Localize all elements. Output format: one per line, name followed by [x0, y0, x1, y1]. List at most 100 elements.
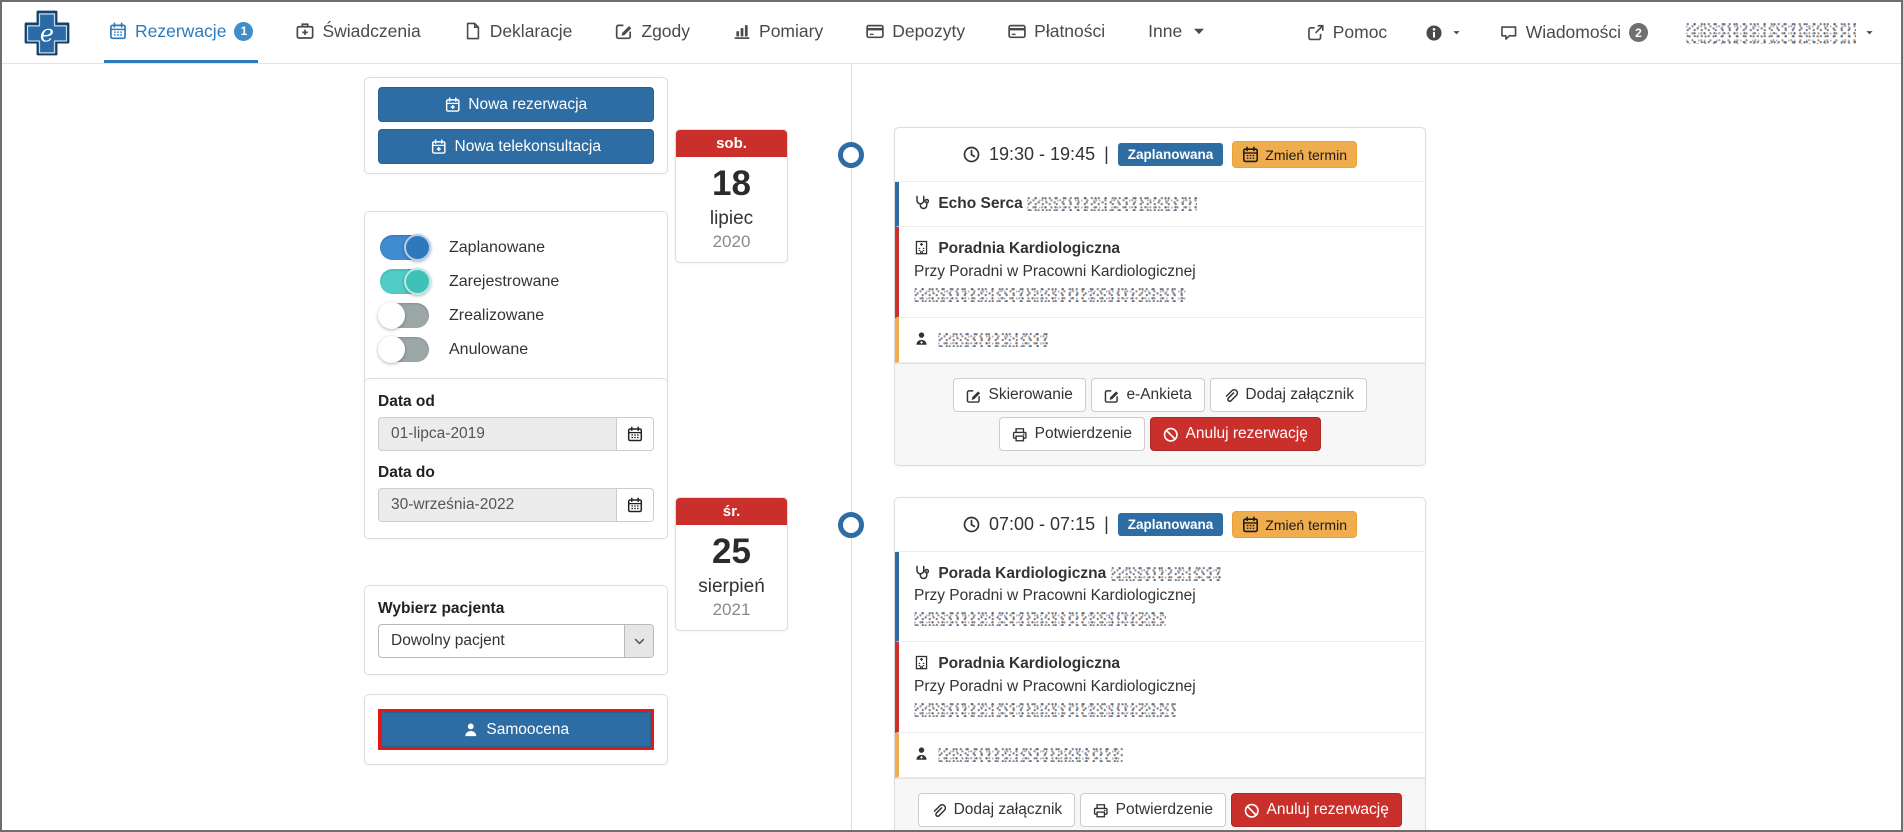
date-badge-weekday: sob. [676, 130, 787, 157]
tab-zgody[interactable]: Zgody [610, 2, 695, 63]
date-badge-year: 2020 [712, 231, 751, 251]
tab-deklaracje[interactable]: Deklaracje [459, 2, 578, 63]
tab-label: Deklaracje [489, 20, 573, 41]
timeline-marker [838, 142, 864, 168]
redacted-text [914, 611, 1166, 627]
date-from-label: Data od [378, 393, 435, 410]
clinic-row: Poradnia Kardiologiczna Przy Poradni w P… [895, 227, 1425, 318]
change-date-button[interactable]: Zmień termin [1232, 141, 1357, 168]
messages-label: Wiadomości [1525, 22, 1621, 42]
patient-select-label: Wybierz pacjenta [378, 600, 505, 617]
appointment-actions: Skierowanie e-Ankieta Dodaj załącznik Po… [895, 363, 1425, 466]
messages-link[interactable]: Wiadomości 2 [1500, 22, 1648, 43]
tab-label: Świadczenia [322, 20, 421, 41]
clinic-title: Poradnia Kardiologiczna [938, 240, 1121, 258]
tab-platnosci[interactable]: Płatności [1003, 2, 1110, 63]
appointment-time: 07:00 - 07:15 [989, 514, 1096, 534]
change-date-button[interactable]: Zmień termin [1232, 511, 1357, 538]
edit-icon [1104, 388, 1120, 404]
toggle-anulowane[interactable] [378, 336, 429, 363]
confirmation-button[interactable]: Potwierdzenie [1080, 793, 1227, 828]
new-reservation-label: Nowa rezerwacja [468, 95, 588, 113]
clinic-row: Poradnia Kardiologiczna Przy Poradni w P… [895, 642, 1425, 733]
stethoscope-icon [914, 565, 929, 580]
credit-card-icon [1008, 22, 1026, 40]
toggle-label: Anulowane [449, 340, 529, 358]
self-assessment-button[interactable]: Samoocena [381, 712, 651, 747]
change-date-label: Zmień termin [1265, 516, 1347, 533]
service-row: Echo Serca [895, 182, 1425, 228]
cancel-reservation-button[interactable]: Anuluj rezerwację [1231, 793, 1402, 828]
clinic-address: Przy Poradni w Pracowni Kardiologicznej [914, 677, 1196, 695]
tab-label: Inne [1148, 20, 1183, 41]
caret-down-icon [1864, 27, 1875, 38]
redacted-text [914, 286, 1186, 302]
date-to-input[interactable]: 30-września-2022 [378, 488, 616, 522]
date-badge-day: 18 [712, 164, 751, 203]
calendar-icon [627, 497, 643, 513]
filter-anulowane: Anulowane [378, 336, 652, 363]
edit-icon [966, 388, 982, 404]
file-icon [464, 22, 482, 40]
patient-select[interactable]: Dowolny pacjent [378, 624, 654, 658]
add-attachment-button[interactable]: Dodaj załącznik [918, 793, 1076, 828]
service-address: Przy Poradni w Pracowni Kardiologicznej [914, 587, 1196, 605]
appointment-card: 07:00 - 07:15 | Zaplanowana Zmień termin… [894, 497, 1426, 830]
user-menu[interactable] [1686, 21, 1875, 44]
date-from-input[interactable]: 01-lipca-2019 [378, 417, 616, 451]
redacted-text [938, 747, 1124, 763]
add-attachment-button[interactable]: Dodaj załącznik [1209, 378, 1367, 413]
redacted-username [1686, 21, 1856, 44]
date-to-calendar-button[interactable] [616, 488, 654, 522]
info-circle-icon [1425, 24, 1443, 42]
cancel-reservation-label: Anuluj rezerwację [1266, 801, 1389, 819]
help-label: Pomoc [1332, 22, 1388, 42]
date-badge-day: 25 [712, 532, 751, 571]
paperclip-icon [931, 803, 947, 819]
service-row: Porada Kardiologiczna Przy Poradni w Pra… [895, 552, 1425, 643]
appointment-header: 07:00 - 07:15 | Zaplanowana Zmień termin [895, 498, 1425, 552]
tab-label: Zgody [641, 20, 691, 41]
toggle-zarejestrowane[interactable] [380, 268, 431, 295]
new-teleconsultation-label: Nowa telekonsultacja [454, 137, 601, 155]
new-teleconsultation-button[interactable]: Nowa telekonsultacja [378, 129, 654, 164]
referral-button[interactable]: Skierowanie [953, 378, 1086, 413]
timeline-marker [838, 512, 864, 538]
tab-depozyty[interactable]: Depozyty [861, 2, 970, 63]
appointment-actions: Dodaj załącznik Potwierdzenie Anuluj rez… [895, 778, 1425, 830]
date-from-calendar-button[interactable] [616, 417, 654, 451]
caret-down-icon [1190, 22, 1208, 40]
calendar-icon [109, 22, 127, 40]
patient-select-card: Wybierz pacjenta Dowolny pacjent [364, 585, 668, 675]
info-dropdown[interactable] [1425, 24, 1462, 42]
tab-swiadczenia[interactable]: Świadczenia [291, 2, 425, 63]
toggle-zaplanowane[interactable] [380, 234, 431, 261]
cancel-reservation-button[interactable]: Anuluj rezerwację [1150, 417, 1321, 452]
toggle-label: Zrealizowane [449, 306, 545, 324]
separator: | [1104, 144, 1109, 164]
calendar-icon [1242, 516, 1259, 533]
filter-zaplanowane: Zaplanowane [380, 234, 652, 261]
help-link[interactable]: Pomoc [1307, 22, 1387, 43]
svg-text:e: e [40, 19, 54, 47]
tab-inne-dropdown[interactable]: Inne [1143, 2, 1213, 63]
navbar-right: Pomoc Wiadomości 2 [1307, 21, 1875, 44]
chat-icon [1500, 24, 1518, 42]
ban-icon [1163, 427, 1179, 443]
date-badge-month: lipiec [709, 207, 754, 229]
tab-label: Płatności [1034, 20, 1106, 41]
date-badge-month: sierpień [698, 575, 765, 597]
toggle-zrealizowane[interactable] [378, 302, 429, 329]
messages-count-badge: 2 [1629, 23, 1648, 42]
appointment-header: 19:30 - 19:45 | Zaplanowana Zmień termin [895, 128, 1425, 182]
tab-label: Pomiary [759, 20, 824, 41]
redacted-text [914, 701, 1176, 717]
clock-icon [963, 516, 980, 533]
new-reservation-button[interactable]: Nowa rezerwacja [378, 87, 654, 122]
tab-rezerwacje[interactable]: Rezerwacje 1 [104, 2, 259, 63]
change-date-label: Zmień termin [1265, 146, 1347, 163]
confirmation-button[interactable]: Potwierdzenie [999, 417, 1145, 452]
tab-pomiary[interactable]: Pomiary [728, 2, 828, 63]
e-survey-button[interactable]: e-Ankieta [1090, 378, 1205, 413]
